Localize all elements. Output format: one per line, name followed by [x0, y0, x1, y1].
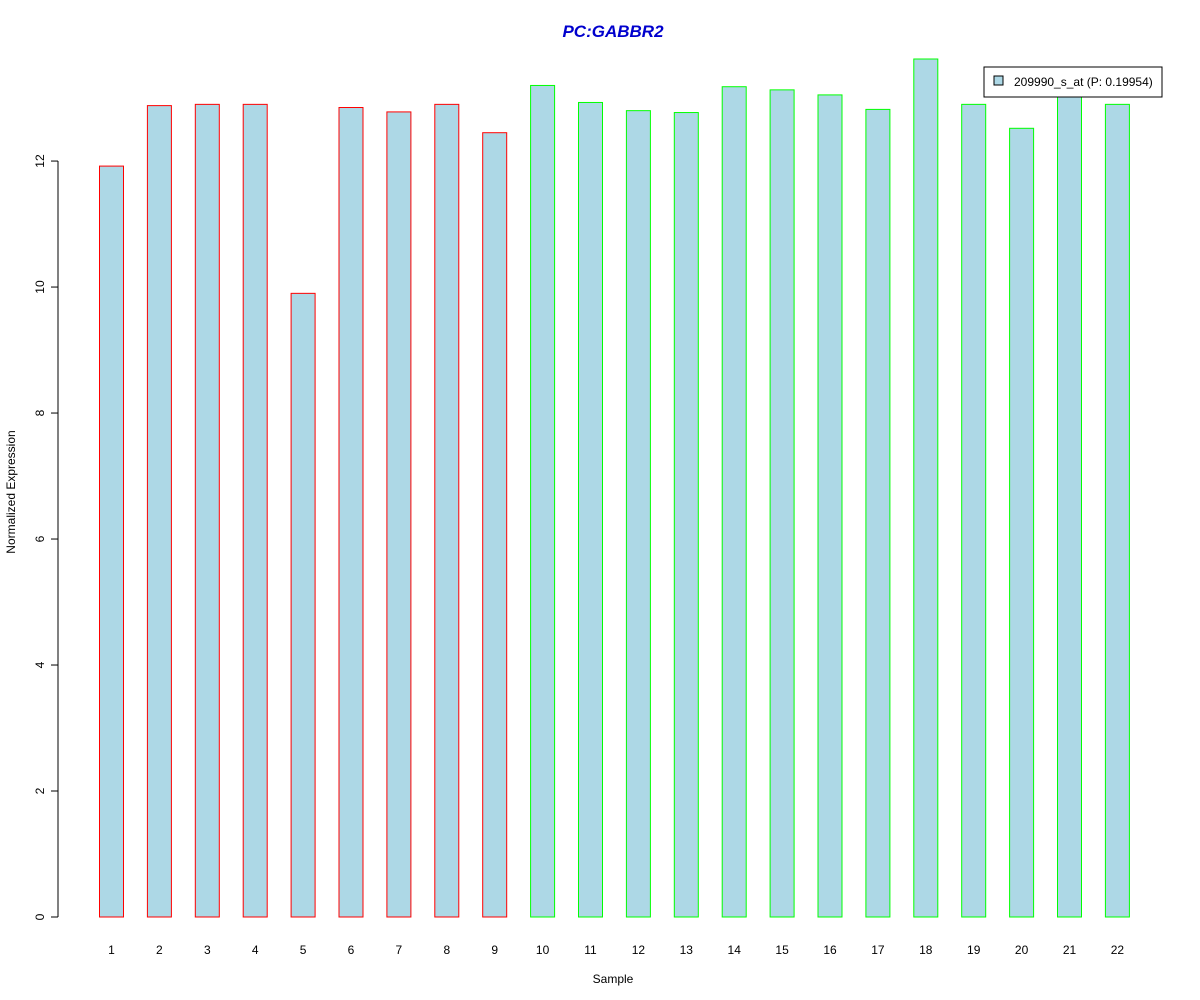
- x-tick-label: 7: [396, 943, 403, 957]
- x-tick-label: 14: [728, 943, 742, 957]
- chart-title: PC:GABBR2: [562, 22, 664, 41]
- bar-sample-18: [913, 58, 939, 918]
- y-axis-title: Normalized Expression: [4, 430, 18, 553]
- y-tick-label: 12: [33, 154, 47, 168]
- x-tick-label: 9: [491, 943, 498, 957]
- y-tick-label: 2: [33, 787, 47, 794]
- bar-sample-16: [817, 94, 843, 918]
- bar-sample-22: [1104, 103, 1130, 918]
- bar-sample-21: [1057, 94, 1082, 918]
- x-tick-label: 22: [1111, 943, 1125, 957]
- bars: [99, 58, 1130, 918]
- x-tick-label: 19: [967, 943, 981, 957]
- x-tick-label: 5: [300, 943, 307, 957]
- bar-sample-19: [961, 103, 987, 918]
- y-tick-label: 4: [33, 661, 47, 668]
- legend-label: 209990_s_at (P: 0.19954): [1014, 75, 1153, 89]
- bar-sample-7: [386, 111, 412, 918]
- x-tick-label: 17: [871, 943, 885, 957]
- x-tick-label: 12: [632, 943, 646, 957]
- legend-box: [983, 66, 1163, 98]
- bar-sample-6: [338, 107, 364, 918]
- x-axis-title: Sample: [593, 972, 634, 986]
- legend-swatch: [993, 75, 1004, 86]
- x-tick-label: 1: [108, 943, 115, 957]
- y-tick-label: 0: [33, 913, 47, 920]
- bar-sample-5: [290, 292, 316, 918]
- x-tick-label: 3: [204, 943, 211, 957]
- x-tick-label: 18: [919, 943, 933, 957]
- x-tick-label: 16: [823, 943, 837, 957]
- bar-sample-14: [721, 86, 747, 918]
- x-tick-label: 20: [1015, 943, 1029, 957]
- bar-sample-2: [146, 105, 172, 918]
- y-axis: 0 2 4 6 8 10 12: [33, 154, 59, 920]
- bar-sample-10: [530, 84, 556, 918]
- bar-sample-11: [578, 101, 603, 918]
- bar-sample-1: [99, 165, 124, 918]
- legend: 209990_s_at (P: 0.19954): [983, 66, 1163, 98]
- x-tick-label: 6: [348, 943, 355, 957]
- x-tick-label: 15: [775, 943, 789, 957]
- x-tick-label: 2: [156, 943, 163, 957]
- y-tick-label: 10: [33, 280, 47, 294]
- bar-sample-20: [1009, 127, 1035, 918]
- bar-sample-3: [194, 103, 220, 918]
- x-tick-label: 11: [584, 943, 597, 957]
- x-tick-label: 4: [252, 943, 259, 957]
- y-tick-label: 6: [33, 535, 47, 542]
- x-tick-label: 13: [680, 943, 694, 957]
- x-tick-label: 8: [443, 943, 450, 957]
- bar-sample-9: [482, 132, 508, 918]
- x-axis: 1 2 3 4 5 6 7 8 9 10 11 12 13 14 15 16 17 18 19 20 21 22: [108, 943, 1124, 957]
- bar-sample-4: [242, 103, 268, 918]
- bar-sample-15: [769, 89, 795, 918]
- y-tick-label: 8: [33, 409, 47, 416]
- x-tick-label: 10: [536, 943, 550, 957]
- bar-sample-8: [434, 103, 460, 918]
- bar-sample-12: [625, 110, 651, 918]
- bar-sample-13: [673, 112, 699, 918]
- x-tick-label: 21: [1063, 943, 1077, 957]
- bar-sample-17: [865, 108, 891, 918]
